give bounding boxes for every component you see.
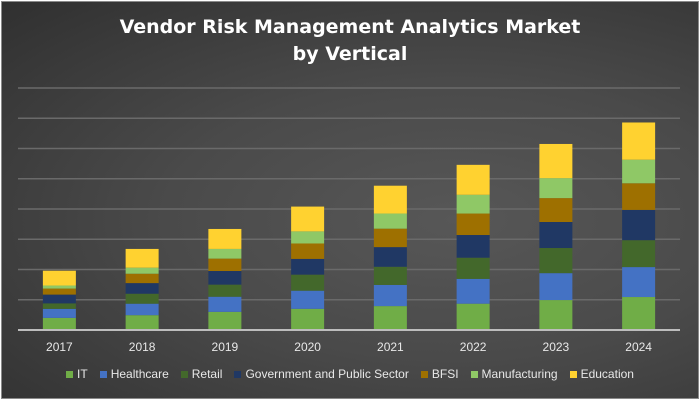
bar-segment-manufacturing [373,213,407,229]
legend-label: Healthcare [110,367,169,381]
x-tick-label: 2022 [460,340,487,354]
bar-segment-government-and-public-sector [125,283,159,294]
bar-segment-it [539,300,573,330]
bar-segment-government-and-public-sector [373,247,407,267]
legend-item: Education [569,367,634,381]
legend-item: Healthcare [99,367,169,381]
title-line-1: Vendor Risk Management Analytics Market [119,16,581,38]
bar-segment-manufacturing [42,285,76,289]
bar-segment-retail [208,284,242,297]
bar-segment-manufacturing [125,267,159,274]
bar-segment-education [42,270,76,286]
legend-item: Manufacturing [470,367,558,381]
x-tick-label: 2023 [543,340,570,354]
legend-item: BFSI [420,367,459,381]
bar-segment-retail [539,248,573,274]
bar-segment-it [208,311,242,330]
bar-segment-retail [456,257,490,279]
bar-segment-education [539,143,573,179]
legend-label: BFSI [431,367,459,381]
bar-segment-government-and-public-sector [456,235,490,258]
legend-swatch [470,370,478,378]
legend-swatch [180,370,188,378]
bar-segment-bfsi [291,243,325,259]
legend-swatch [99,370,107,378]
bar-segment-it [456,303,490,330]
bar-segment-education [291,206,325,232]
bar-segment-manufacturing [456,194,490,214]
bar-segment-it [373,306,407,330]
x-tick-label: 2018 [129,340,156,354]
legend-label: Retail [191,367,223,381]
x-tick-label: 2019 [212,340,239,354]
bar-segment-retail [125,293,159,304]
bar-segment-retail [42,303,76,309]
x-tick-label: 2020 [294,340,321,354]
bar-segment-healthcare [42,308,76,318]
bar-segment-bfsi [42,288,76,295]
bar-segment-healthcare [125,303,159,316]
bar-segment-manufacturing [622,159,656,184]
bar-segment-healthcare [539,273,573,301]
legend-swatch [234,370,242,378]
bar-segment-manufacturing [539,178,573,199]
legend-item: Retail [180,367,223,381]
bar-segment-education [622,122,656,160]
bar-segment-bfsi [373,228,407,248]
bar-segment-bfsi [539,198,573,223]
bar-segment-manufacturing [208,248,242,259]
bar-segment-healthcare [208,296,242,312]
x-tick-label: 2021 [377,340,404,354]
chart-title: Vendor Risk Management Analytics Market … [0,14,700,68]
legend-swatch [420,370,428,378]
bar-segment-it [125,315,159,330]
legend-swatch [569,370,577,378]
x-tick-label: 2024 [625,340,652,354]
bar-segment-retail [373,266,407,285]
bar-segment-it [291,308,325,330]
bar-segment-it [622,297,656,330]
bar-segment-retail [622,240,656,268]
bar-segment-education [208,228,242,249]
legend-label: Education [580,367,634,381]
bar-segment-government-and-public-sector [291,258,325,275]
legend-label: Government and Public Sector [245,367,409,381]
bar-segment-retail [291,274,325,291]
bar-segment-government-and-public-sector [208,271,242,285]
bar-segment-it [42,317,76,330]
bar-segment-education [373,185,407,214]
bar-segment-education [456,164,490,195]
legend-item: IT [66,367,88,381]
bar-segment-bfsi [622,183,656,210]
title-line-2: by Vertical [292,43,408,65]
bar-segment-bfsi [125,273,159,284]
legend: IT Healthcare Retail Government and Public … [0,367,700,381]
bar-segment-government-and-public-sector [539,222,573,249]
bar-segment-education [125,248,159,268]
legend-item: Government and Public Sector [234,367,409,381]
bar-segment-government-and-public-sector [622,209,656,241]
bar-segment-bfsi [456,213,490,236]
x-tick-label: 2017 [46,340,73,354]
bar-segment-government-and-public-sector [42,294,76,304]
bar-segment-healthcare [373,284,407,307]
bar-segment-healthcare [456,278,490,304]
legend-swatch [66,370,74,378]
bar-segment-healthcare [622,267,656,298]
legend-label: Manufacturing [481,367,558,381]
bar-segment-manufacturing [291,231,325,244]
bar-segment-healthcare [291,290,325,309]
bar-segment-bfsi [208,258,242,272]
legend-label: IT [77,367,88,381]
